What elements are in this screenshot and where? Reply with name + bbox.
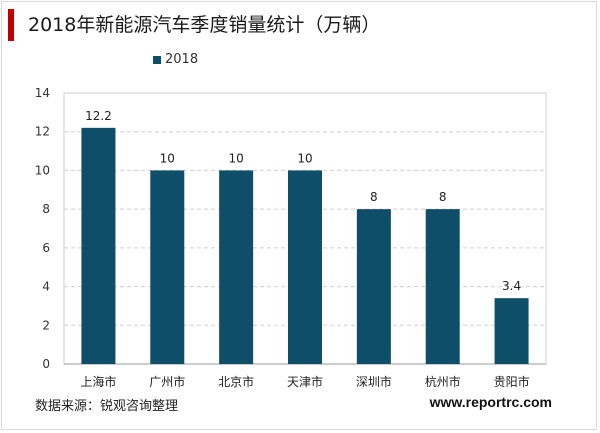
legend-swatch: [153, 55, 161, 64]
y-tick-label: 2: [42, 318, 50, 332]
legend: 2018: [153, 52, 198, 67]
x-category-label: 广州市: [149, 374, 185, 389]
y-tick-label: 6: [42, 241, 50, 255]
data-label: 10: [160, 151, 175, 165]
bar: [219, 170, 254, 364]
data-label: 10: [297, 151, 312, 165]
y-tick-label: 12: [35, 125, 50, 139]
bar: [356, 209, 391, 364]
y-tick-label: 4: [42, 280, 50, 294]
x-category-label: 北京市: [218, 374, 254, 389]
data-label: 8: [370, 190, 378, 204]
y-tick-label: 0: [42, 357, 50, 371]
data-label: 8: [439, 190, 447, 204]
data-label: 3.4: [502, 279, 521, 293]
x-category-label: 贵阳市: [494, 374, 530, 389]
y-tick-label: 8: [42, 202, 50, 216]
bar: [288, 170, 322, 364]
x-category-label: 天津市: [287, 374, 323, 389]
bar: [494, 298, 529, 364]
title-accent-bar: [8, 9, 14, 41]
x-category-label: 深圳市: [356, 374, 392, 389]
x-category-label: 杭州市: [425, 374, 461, 389]
y-tick-label: 14: [35, 86, 50, 100]
x-category-label: 上海市: [80, 374, 116, 389]
bar: [150, 170, 185, 364]
source-note: 数据来源：锐观咨询整理: [35, 399, 179, 414]
data-label: 10: [229, 151, 244, 165]
bar: [425, 209, 460, 364]
chart-title: 2018年新能源汽车季度销量统计（万辆）: [28, 14, 381, 36]
legend-label: 2018: [165, 52, 199, 67]
y-tick-label: 10: [35, 163, 50, 177]
website-text: www.reportrc.com: [429, 394, 552, 410]
data-label: 12.2: [85, 109, 112, 123]
bar: [81, 127, 116, 364]
